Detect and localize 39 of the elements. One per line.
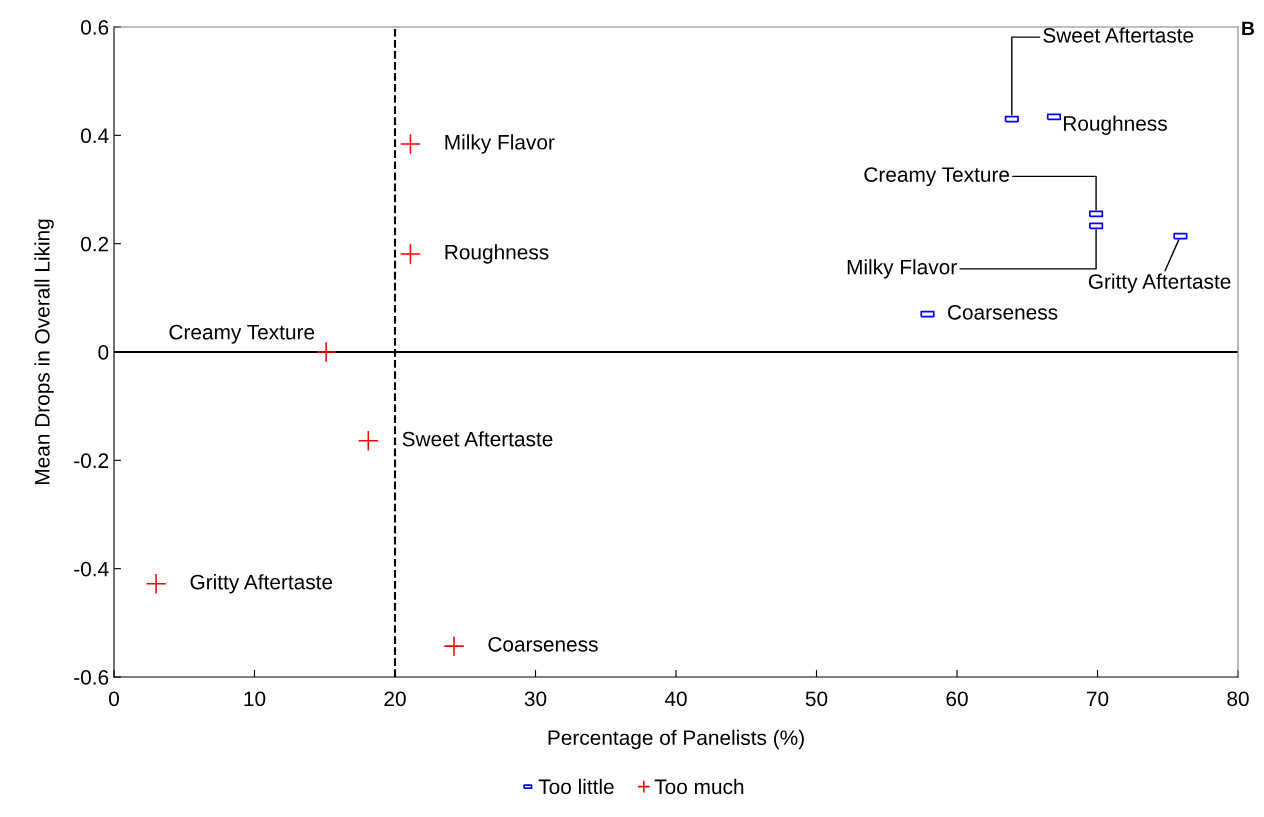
annotation: Creamy Texture <box>864 167 1010 187</box>
annotation: Gritty Aftertaste <box>1088 273 1231 294</box>
point <box>357 430 379 452</box>
x-axis-title: Percentage of Panelists (%) <box>548 729 804 750</box>
legend-label: Too little <box>538 778 614 795</box>
annotation: Sweet Aftertaste <box>402 431 553 447</box>
annotation: Milky Flavor <box>847 259 957 279</box>
y-tick-label: -0.4 <box>74 561 109 577</box>
x-tick-label: 60 <box>946 691 968 707</box>
annotation: Creamy Texture <box>169 324 315 344</box>
point <box>399 243 421 265</box>
x-tick-label: 10 <box>244 691 266 707</box>
y-tick-label: 0.2 <box>80 236 109 252</box>
x-tick-label: 70 <box>1086 691 1109 707</box>
point <box>145 573 167 595</box>
x-tick-label: 80 <box>1227 691 1249 707</box>
annotation: Sweet Aftertaste <box>1043 27 1194 43</box>
x-tick-label: 20 <box>384 691 406 707</box>
legend-label: Too much <box>654 778 744 795</box>
x-tick-label: 50 <box>805 691 828 707</box>
annotation: Milky Flavor <box>445 134 555 154</box>
annotation: Roughness <box>1063 115 1167 135</box>
y-tick-label: 0.6 <box>80 20 109 35</box>
point <box>315 341 337 363</box>
y-tick-label: -0.6 <box>74 670 109 685</box>
y-tick-label: 0 <box>98 345 109 360</box>
annotation: Coarseness <box>948 304 1058 320</box>
annotation: Gritty Aftertaste <box>190 574 333 594</box>
x-tick-label: 0 <box>109 691 119 707</box>
annotation: Roughness <box>445 244 549 264</box>
point <box>443 635 465 657</box>
x-tick-label: 30 <box>524 691 547 707</box>
y-tick-label: -0.2 <box>74 453 109 469</box>
y-tick-label: 0.4 <box>80 128 109 144</box>
annotation: Coarseness <box>488 636 598 652</box>
x-tick-label: 40 <box>664 691 687 707</box>
text: B <box>1242 21 1255 36</box>
y-axis-title: Mean Drops in Overall Liking <box>34 219 54 485</box>
point <box>399 133 421 155</box>
